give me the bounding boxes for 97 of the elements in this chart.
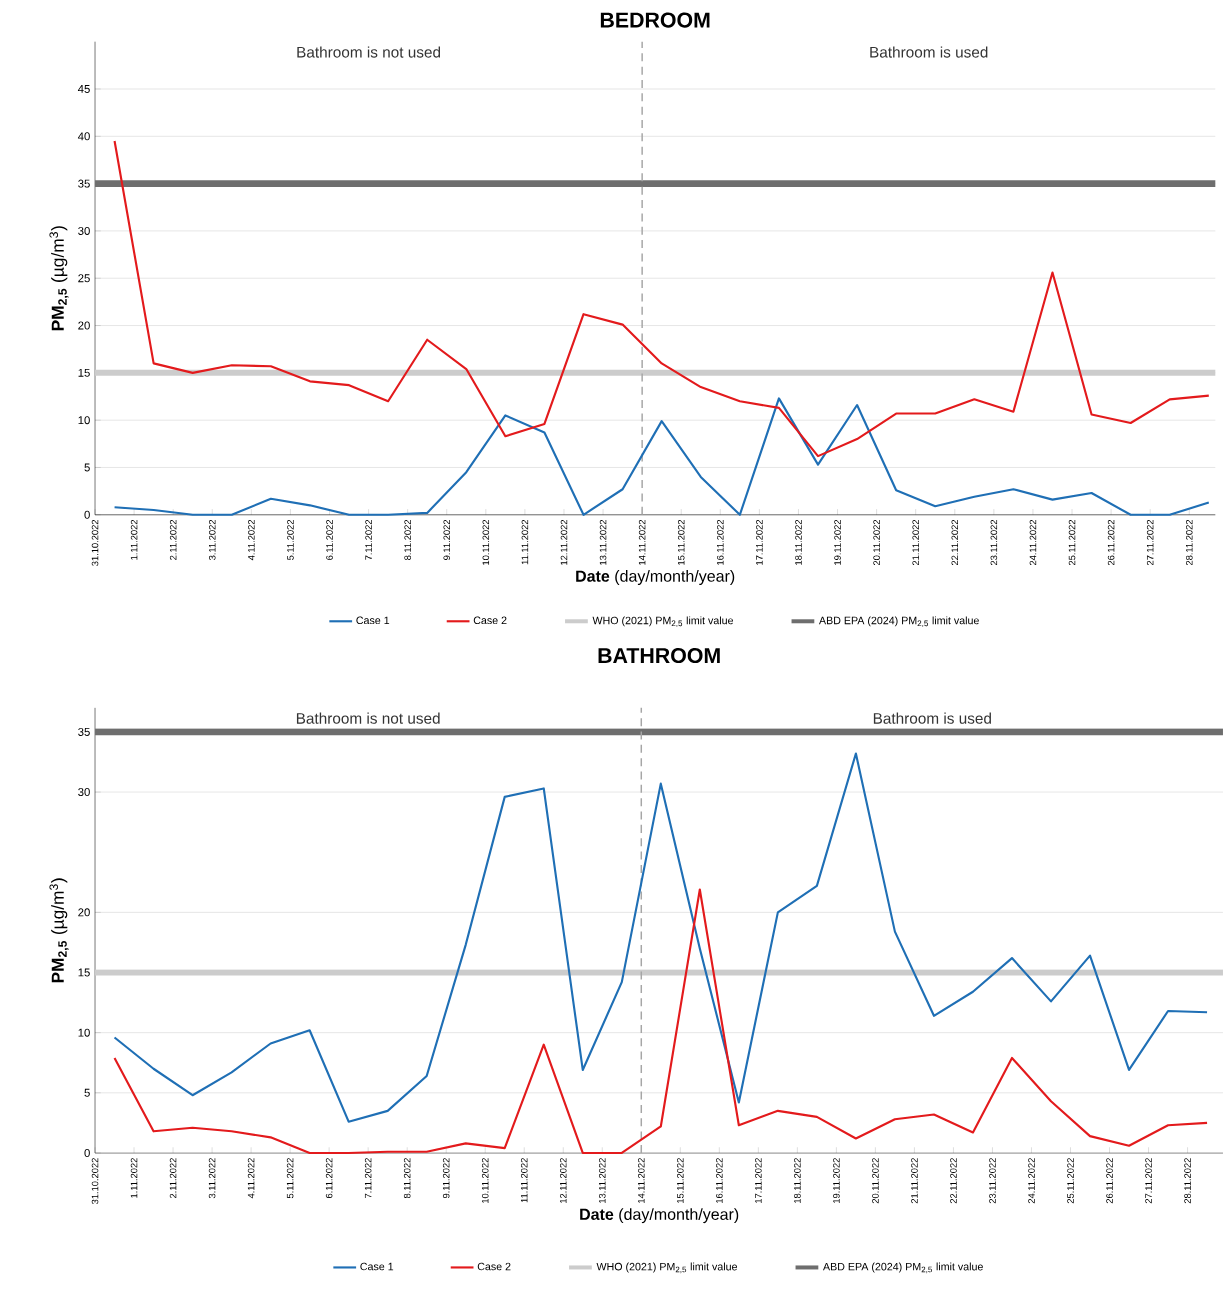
x-tick-label: 12.11.2022 bbox=[560, 519, 568, 565]
x-tick-label: 1.11.2022 bbox=[130, 519, 138, 560]
y-tick-label: 25 bbox=[78, 274, 90, 283]
y-tick-label: 45 bbox=[77, 85, 90, 93]
x-tick-label: 20.11.2022 bbox=[873, 519, 880, 566]
y-tick-label: 5 bbox=[84, 1088, 90, 1097]
x-tick-label: 21.11.2022 bbox=[912, 519, 920, 566]
y-tick-label: 10 bbox=[78, 1028, 90, 1037]
x-tick-label: 26.11.2022 bbox=[1107, 519, 1115, 566]
x-tick-label: 5.11.2022 bbox=[287, 519, 294, 560]
x-tick-label: 3.11.2022 bbox=[208, 519, 216, 560]
x-tick-label: 28.11.2022 bbox=[1184, 1158, 1191, 1204]
x-tick-label: 23.11.2022 bbox=[990, 519, 998, 566]
line-series bbox=[113, 397, 1210, 516]
x-tick-label: 20.11.2022 bbox=[872, 1158, 879, 1204]
x-tick-label: 6.11.2022 bbox=[325, 1158, 333, 1199]
text: PM$_{2,5}$ (µg/m$^{3}$) bbox=[49, 226, 69, 331]
x-tick-label: 7.11.2022 bbox=[364, 1158, 372, 1199]
legend-label: WHO (2021) PM$_{2,5}$ limit value bbox=[596, 1262, 738, 1274]
x-tick-label: 16.11.2022 bbox=[716, 1158, 723, 1203]
y-tick-label: 0 bbox=[84, 510, 90, 519]
chart-title: BEDROOM bbox=[600, 12, 710, 28]
y-tick-label: 35 bbox=[78, 179, 90, 188]
legend-label: ABD EPA (2024) PM$_{2,5}$ limit value bbox=[823, 1262, 983, 1274]
x-tick-label: 4.11.2022 bbox=[248, 519, 255, 561]
line-series bbox=[113, 139, 1210, 458]
legend-label: Case 1 bbox=[356, 616, 390, 625]
x-tick-label: 13.11.2022 bbox=[599, 519, 607, 565]
legend-label: ABD EPA (2024) PM$_{2,5}$ limit value bbox=[819, 616, 979, 628]
x-tick-label: 13.11.2022 bbox=[598, 1158, 606, 1203]
x-tick-label: 18.11.2022 bbox=[794, 1158, 801, 1203]
annotation: Bathroom is used bbox=[873, 712, 991, 724]
legend-label: Case 2 bbox=[473, 616, 507, 625]
x-tick-label: 10.11.2022 bbox=[482, 519, 490, 565]
x-tick-label: 8.11.2022 bbox=[404, 519, 411, 560]
y-tick-label: 15 bbox=[78, 968, 90, 977]
x-tick-label: 22.11.2022 bbox=[951, 519, 959, 566]
x-tick-label: 16.11.2022 bbox=[717, 519, 724, 565]
x-tick-label: 12.11.2022 bbox=[559, 1158, 567, 1203]
x-tick-label: 3.11.2022 bbox=[208, 1158, 216, 1199]
x-tick-label: 24.11.2022 bbox=[1028, 1158, 1035, 1204]
y-tick-label: 30 bbox=[78, 226, 90, 235]
x-tick-label: 23.11.2022 bbox=[989, 1158, 996, 1204]
x-tick-label: 7.11.2022 bbox=[365, 519, 372, 560]
x-tick-label: 5.11.2022 bbox=[286, 1158, 294, 1199]
x-tick-label: 25.11.2022 bbox=[1068, 519, 1076, 566]
legend-label: Case 1 bbox=[360, 1262, 394, 1271]
x-tick-label: 27.11.2022 bbox=[1145, 1158, 1152, 1204]
text: PM$_{2,5}$ (µg/m$^{3}$) bbox=[49, 878, 69, 983]
line-series bbox=[113, 752, 1209, 1123]
x-tick-label: 2.11.2022 bbox=[169, 1158, 177, 1199]
x-tick-label: 4.11.2022 bbox=[247, 1158, 255, 1199]
legend-label: Case 2 bbox=[477, 1262, 511, 1271]
chart-title: BATHROOM bbox=[598, 648, 720, 664]
y-tick-label: 35 bbox=[78, 727, 90, 736]
y-tick-label: 20 bbox=[78, 908, 90, 917]
x-tick-label: 11.11.2022 bbox=[521, 519, 529, 565]
x-tick-label: 19.11.2022 bbox=[833, 1158, 840, 1203]
y-tick-label: 30 bbox=[78, 788, 90, 797]
x-axis-title: Date (day/month/year) bbox=[580, 1208, 739, 1224]
x-tick-label: 9.11.2022 bbox=[443, 519, 451, 560]
y-tick-label: 15 bbox=[78, 368, 90, 377]
x-tick-label: 17.11.2022 bbox=[755, 1158, 762, 1203]
x-tick-label: 10.11.2022 bbox=[481, 1158, 489, 1203]
x-tick-label: 31.10.2022 bbox=[91, 519, 99, 566]
x-tick-label: 14.11.2022 bbox=[638, 1158, 645, 1203]
x-tick-label: 8.11.2022 bbox=[403, 1158, 411, 1199]
x-tick-label: 25.11.2022 bbox=[1067, 1158, 1074, 1204]
annotation: Bathroom is used bbox=[870, 46, 988, 58]
x-tick-label: 28.11.2022 bbox=[1185, 519, 1193, 566]
x-tick-label: 1.11.2022 bbox=[130, 1158, 138, 1198]
x-tick-label: 15.11.2022 bbox=[677, 519, 685, 565]
x-axis-title: Date (day/month/year) bbox=[576, 570, 735, 585]
annotation: Bathroom is not used bbox=[296, 712, 440, 724]
x-tick-label: 18.11.2022 bbox=[795, 519, 802, 565]
x-tick-label: 24.11.2022 bbox=[1029, 519, 1037, 566]
y-tick-label: 5 bbox=[84, 463, 90, 472]
x-tick-label: 19.11.2022 bbox=[834, 519, 841, 565]
x-tick-label: 6.11.2022 bbox=[326, 519, 333, 560]
x-tick-label: 2.11.2022 bbox=[169, 519, 177, 560]
x-tick-label: 15.11.2022 bbox=[677, 1158, 684, 1203]
x-tick-label: 26.11.2022 bbox=[1106, 1158, 1113, 1204]
y-tick-label: 0 bbox=[84, 1148, 90, 1157]
y-tick-label: 10 bbox=[78, 416, 90, 425]
x-tick-label: 21.11.2022 bbox=[911, 1158, 918, 1204]
y-tick-label: 40 bbox=[77, 132, 90, 141]
x-tick-label: 9.11.2022 bbox=[442, 1158, 450, 1199]
x-tick-label: 14.11.2022 bbox=[638, 519, 646, 565]
y-tick-label: 20 bbox=[78, 321, 90, 330]
x-tick-label: 27.11.2022 bbox=[1146, 519, 1154, 566]
x-tick-label: 17.11.2022 bbox=[756, 519, 763, 565]
annotation: Bathroom is not used bbox=[297, 46, 441, 58]
legend-label: WHO (2021) PM$_{2,5}$ limit value bbox=[592, 616, 734, 628]
x-tick-label: 31.10.2022 bbox=[91, 1158, 99, 1205]
x-tick-label: 11.11.2022 bbox=[520, 1158, 528, 1203]
line-series bbox=[113, 888, 1209, 1155]
x-tick-label: 22.11.2022 bbox=[950, 1158, 957, 1204]
